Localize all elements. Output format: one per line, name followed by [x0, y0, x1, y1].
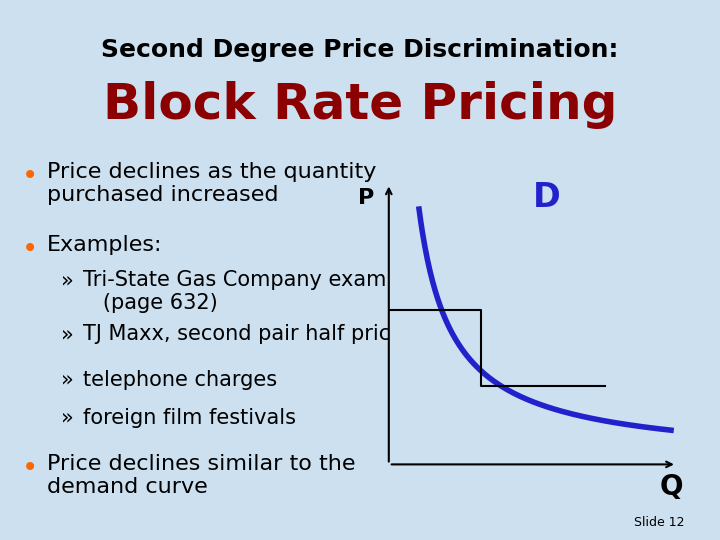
Text: Tri-State Gas Company example
   (page 632): Tri-State Gas Company example (page 632)	[83, 270, 418, 313]
Text: Examples:: Examples:	[47, 235, 162, 255]
Text: telephone charges: telephone charges	[83, 370, 277, 390]
Text: Price declines similar to the
demand curve: Price declines similar to the demand cur…	[47, 454, 355, 497]
Text: »: »	[61, 324, 74, 344]
Text: •: •	[22, 162, 38, 190]
Text: Price declines as the quantity
purchased increased: Price declines as the quantity purchased…	[47, 162, 376, 205]
Text: •: •	[22, 235, 38, 263]
Text: Q: Q	[660, 473, 683, 501]
Text: P: P	[358, 187, 374, 208]
Text: Slide 12: Slide 12	[634, 516, 684, 529]
Text: TJ Maxx, second pair half price: TJ Maxx, second pair half price	[83, 324, 403, 344]
Text: D: D	[534, 181, 561, 214]
Text: »: »	[61, 370, 74, 390]
Text: foreign film festivals: foreign film festivals	[83, 408, 296, 428]
Text: Second Degree Price Discrimination:: Second Degree Price Discrimination:	[102, 38, 618, 62]
Text: •: •	[22, 454, 38, 482]
Text: Block Rate Pricing: Block Rate Pricing	[103, 81, 617, 129]
Text: »: »	[61, 270, 74, 290]
Text: »: »	[61, 408, 74, 428]
